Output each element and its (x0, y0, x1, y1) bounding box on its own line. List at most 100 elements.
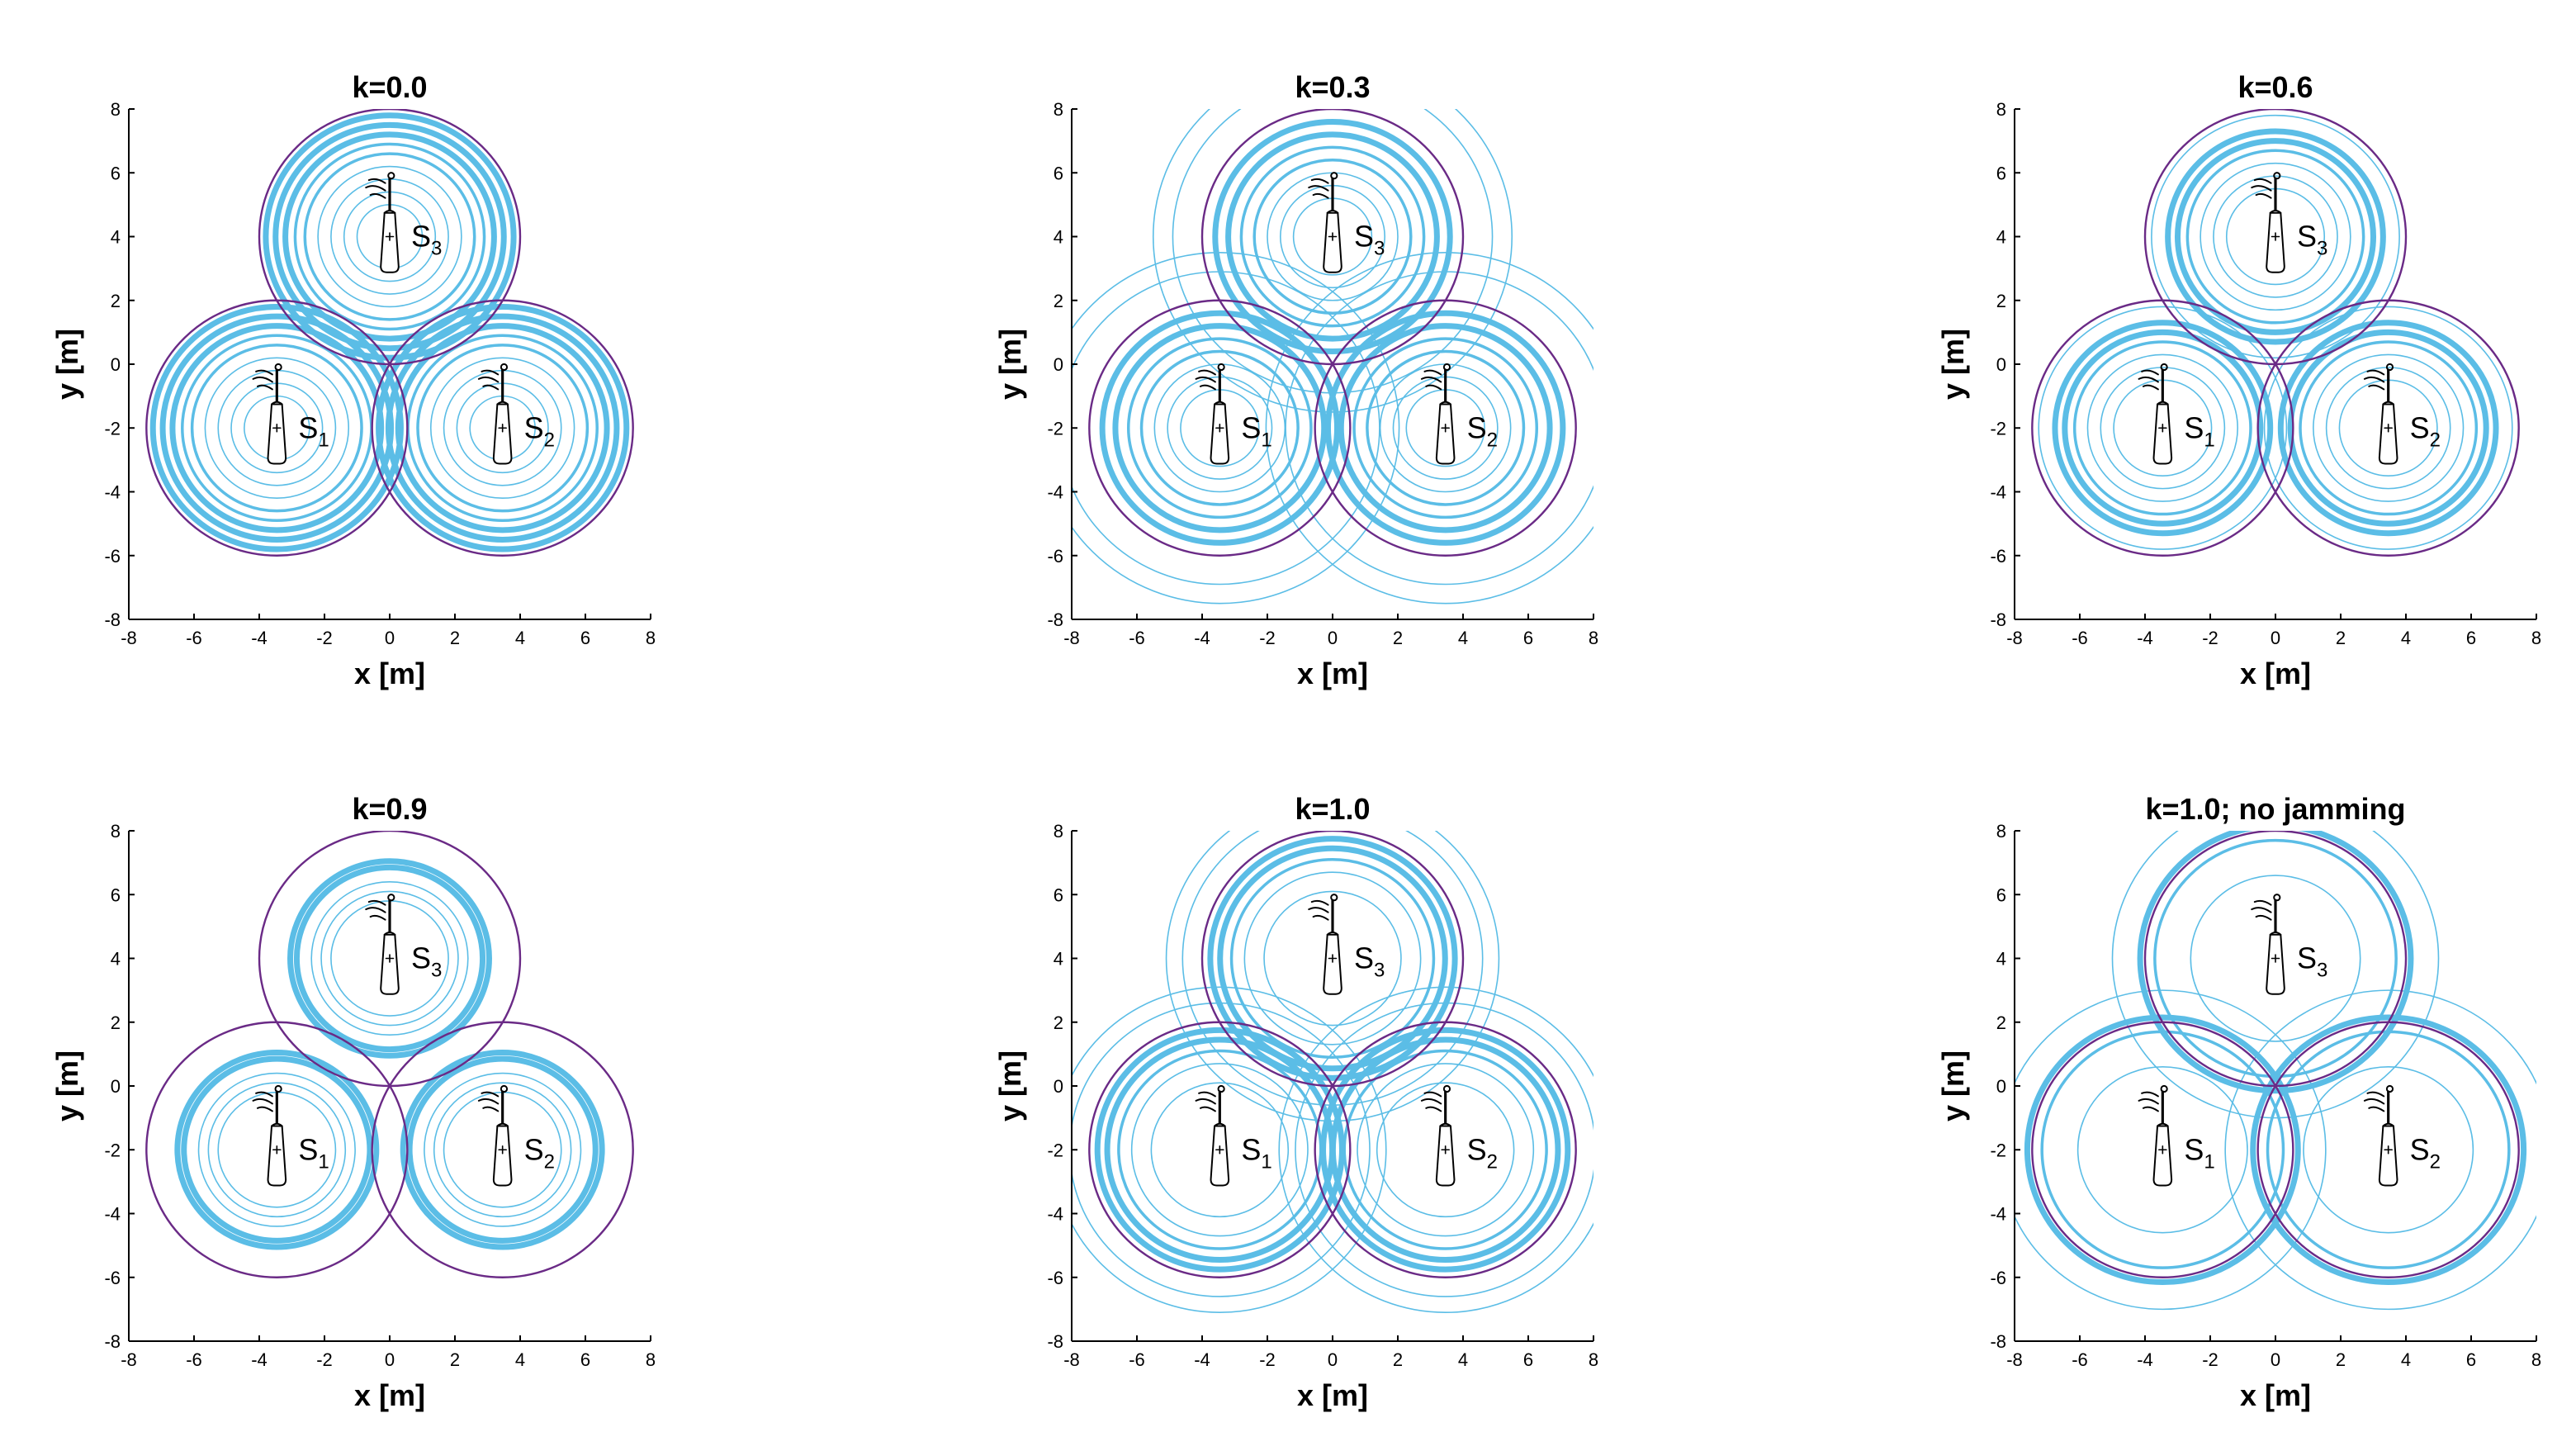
x-tick-label: 4 (2401, 628, 2411, 648)
x-tick-label: -4 (1194, 1349, 1210, 1370)
y-tick-label: 8 (1996, 821, 2006, 842)
x-tick-label: 0 (385, 628, 395, 648)
signal-arc (255, 369, 273, 376)
x-tick-label: 4 (1458, 628, 1468, 648)
y-tick-label: -4 (1047, 1204, 1063, 1225)
sensor-label: S1 (2184, 1132, 2214, 1173)
sensor-icon (1308, 894, 1342, 995)
sensor-label-subscript: 1 (2204, 429, 2214, 451)
sensor-icon (2251, 894, 2285, 995)
signal-arc (2366, 369, 2385, 376)
y-tick-label: -6 (1990, 546, 2006, 567)
y-tick-label: -8 (1990, 1331, 2006, 1352)
x-tick-label: -8 (1063, 628, 1080, 648)
wave-ring (2137, 831, 2414, 1094)
sensor-label: S1 (298, 1132, 329, 1173)
sensor-body (2378, 1125, 2398, 1187)
y-tick-label: 0 (1054, 354, 1063, 375)
wave-ring (2062, 329, 2264, 527)
signal-arc (255, 1091, 273, 1098)
x-tick-label: 8 (1589, 628, 1598, 648)
x-tick-label: -4 (251, 628, 268, 648)
sensor-antenna-tip (2273, 894, 2281, 902)
x-axis-label: x [m] (2240, 1378, 2311, 1412)
sensor-body (1210, 403, 1230, 465)
signal-arc (2253, 178, 2272, 184)
sensor-icon (1420, 1084, 1456, 1187)
sensor-icon (477, 363, 513, 465)
y-tick-label: -4 (1047, 482, 1063, 503)
sensor-antenna-tip (2160, 1084, 2168, 1093)
x-tick-label: 6 (2466, 1349, 2476, 1370)
sensor-label-subscript: 1 (318, 1150, 329, 1173)
signal-arc (2251, 185, 2272, 192)
x-tick-label: 2 (1393, 1349, 1403, 1370)
x-tick-label: -8 (121, 1349, 137, 1370)
sensor-antenna-tip (1330, 894, 1338, 902)
signal-arc (1425, 384, 1442, 391)
coverage-circle (1200, 831, 1465, 1088)
signal-arc (1308, 185, 1329, 192)
y-axis-label: y [m] (50, 329, 84, 400)
wave-ring (2299, 340, 2479, 516)
x-tick-label: -6 (186, 628, 202, 648)
sensor-body (380, 211, 400, 273)
sensor-body (1435, 1125, 1456, 1187)
sensor-antenna-tip (2273, 172, 2281, 180)
sensor-body (2266, 933, 2285, 995)
y-tick-label: 4 (1996, 949, 2006, 970)
signal-arc (2253, 899, 2272, 906)
signal-arc (367, 178, 386, 184)
chart-panel-6: S1 S2 S3 -8 -6 -4 -2 0 2 4 6 8 -8 -6 -4 -2 0 2 4 6 8 k=1.0; n… (1936, 792, 2541, 1412)
y-tick-label: -6 (104, 1268, 121, 1288)
sensor-label-subscript: 2 (2430, 1150, 2441, 1173)
wave-ring (2024, 1014, 2301, 1286)
sensor-label: S2 (2410, 1132, 2441, 1173)
wave-ring (1072, 986, 1387, 1313)
y-axis-label: y [m] (993, 329, 1027, 400)
x-tick-label: -6 (186, 1349, 202, 1370)
y-axis-label: y [m] (50, 1050, 84, 1121)
x-tick-label: -6 (1129, 1349, 1145, 1370)
sensor-icon (252, 363, 287, 465)
y-tick-label: 0 (111, 354, 121, 375)
x-tick-label: 2 (2336, 1349, 2346, 1370)
signal-arc (1199, 384, 1216, 391)
wave-ring (1126, 337, 1313, 519)
y-tick-label: -4 (1990, 482, 2006, 503)
x-axis-label: x [m] (1297, 1378, 1368, 1412)
sensor-label-subscript: 1 (2204, 1150, 2214, 1173)
x-tick-label: -8 (1063, 1349, 1080, 1370)
signal-arc (482, 1106, 500, 1112)
sensor-label: S3 (411, 941, 442, 982)
sensor-label: S3 (1354, 941, 1385, 982)
wave-ring (293, 864, 486, 1053)
y-tick-label: -8 (104, 609, 121, 630)
x-tick-label: -8 (121, 628, 137, 648)
wave-ring (2185, 149, 2365, 325)
y-tick-label: -2 (1047, 1140, 1063, 1160)
x-tick-label: 2 (450, 1349, 460, 1370)
y-tick-label: 4 (1054, 949, 1063, 970)
chart-title: k=1.0; no jamming (2145, 792, 2405, 826)
sensor-body (1435, 403, 1456, 465)
wave-ring (2076, 1066, 2248, 1234)
sensor-label: S1 (298, 410, 329, 451)
sensor-antenna-tip (500, 1084, 509, 1093)
y-tick-label: -6 (104, 546, 121, 567)
y-axis-label: y [m] (1936, 329, 1970, 400)
wave-ring (2325, 367, 2451, 490)
y-tick-label: 8 (111, 99, 121, 120)
sensor-icon (2138, 1084, 2173, 1187)
y-tick-label: -6 (1990, 1268, 2006, 1288)
wave-ring (2200, 162, 2351, 311)
signal-arc (477, 376, 500, 383)
signal-arc (2138, 376, 2159, 383)
sensor-antenna-tip (1217, 363, 1225, 372)
wave-ring (433, 1082, 572, 1218)
sensor-label-subscript: 3 (431, 238, 442, 260)
sensor-body (2152, 403, 2173, 465)
signal-arc (1195, 376, 1216, 383)
sensor-icon (2251, 172, 2285, 273)
